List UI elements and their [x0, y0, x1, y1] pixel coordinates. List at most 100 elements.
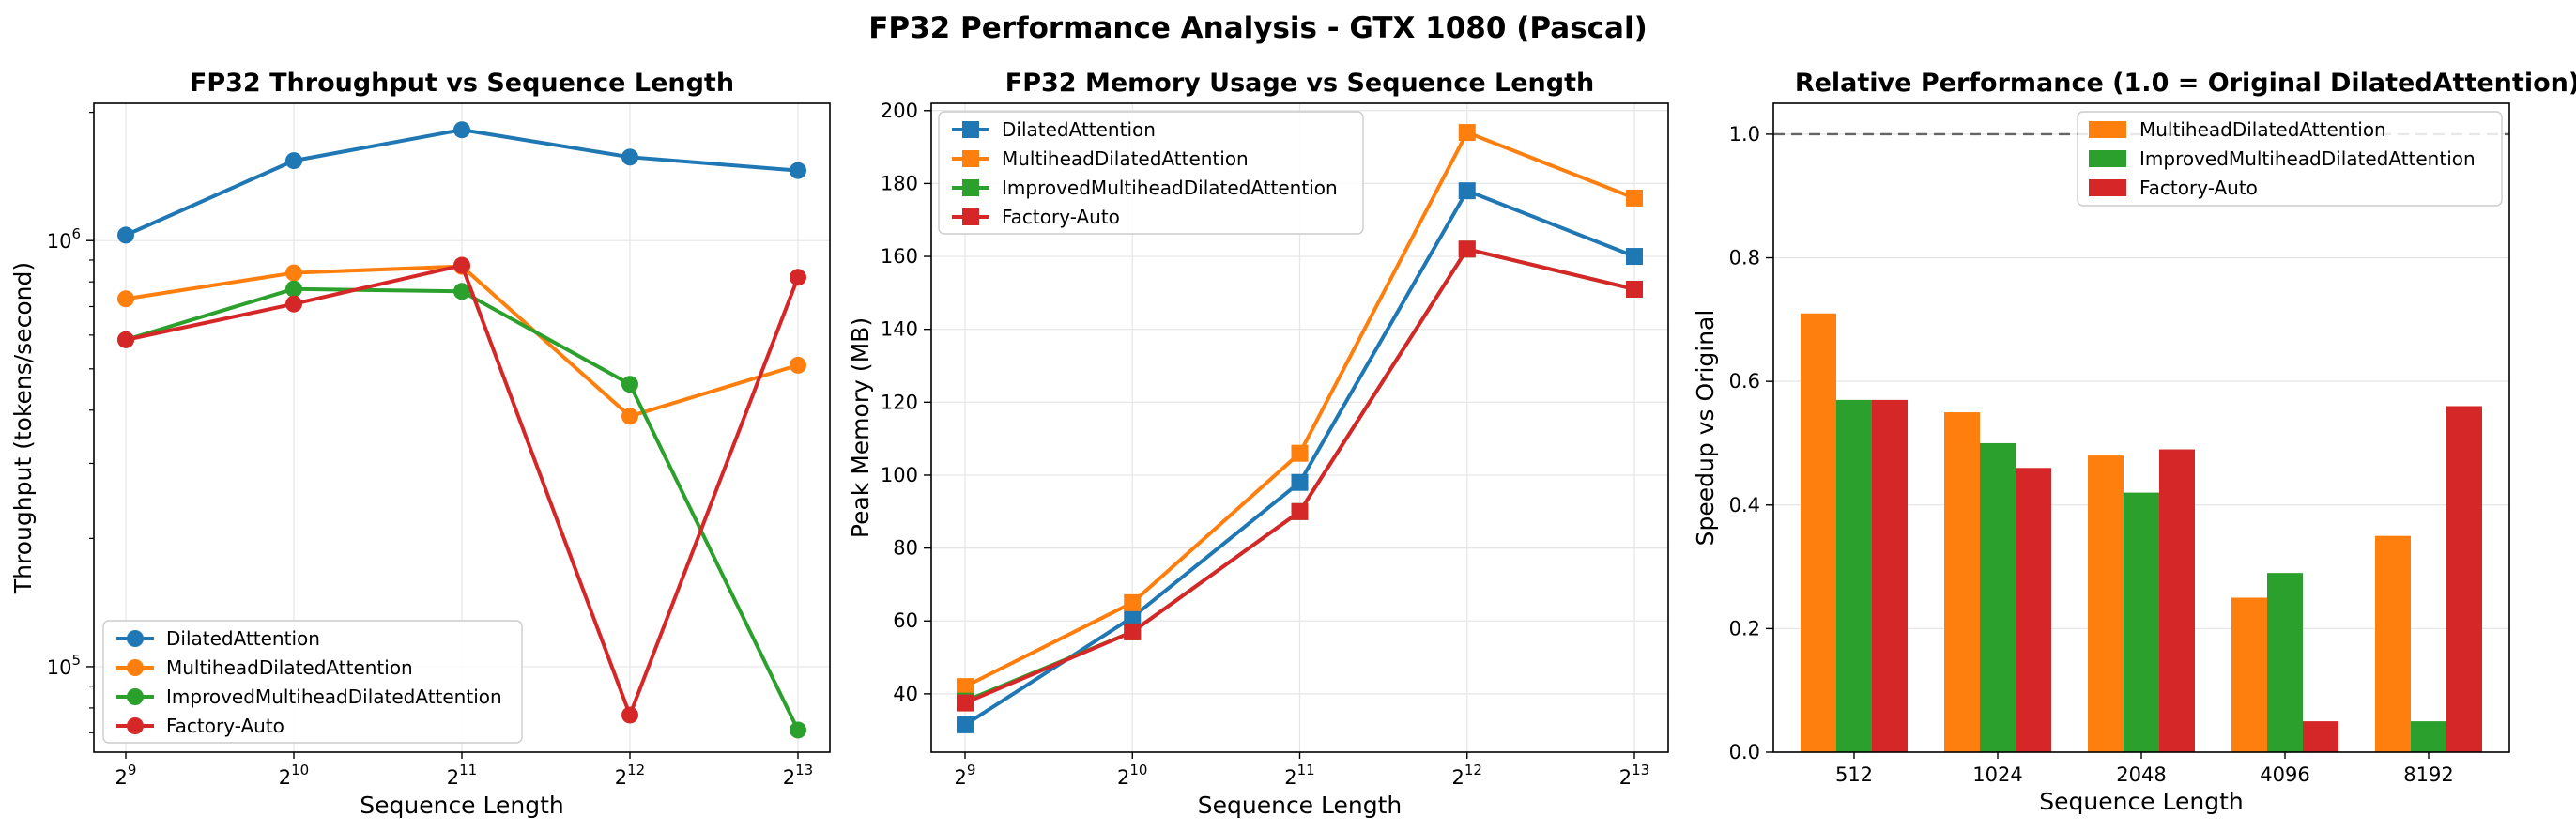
- data-point: [1626, 189, 1643, 207]
- bar: [2375, 535, 2411, 752]
- x-tick-label-exponent: 9: [128, 762, 137, 778]
- x-tick-label-exponent: 12: [627, 762, 645, 778]
- data-point: [117, 331, 134, 348]
- legend-swatch: [2089, 121, 2126, 138]
- x-tick-label: 4096: [2260, 763, 2309, 786]
- y-tick-label: 160: [881, 245, 918, 268]
- legend-marker: [127, 630, 144, 647]
- legend-label: DilatedAttention: [1002, 118, 1156, 141]
- legend-box: [2077, 111, 2503, 207]
- x-tick-label: 8192: [2403, 763, 2453, 786]
- y-tick-label-base: 10: [47, 230, 72, 253]
- y-tick-label: 106: [47, 225, 81, 253]
- data-point: [957, 716, 974, 733]
- figure-title: FP32 Performance Analysis - GTX 1080 (Pa…: [868, 11, 1648, 45]
- x-tick-label-base: 2: [1117, 766, 1129, 789]
- data-point: [1458, 182, 1476, 200]
- y-tick-label: 0.8: [1729, 247, 1760, 270]
- x-tick-label-exponent: 12: [1464, 762, 1482, 778]
- legend-label: DilatedAttention: [166, 627, 320, 650]
- legend-marker: [962, 121, 979, 138]
- data-point: [621, 706, 638, 724]
- data-point: [453, 121, 470, 139]
- y-tick-label: 100: [881, 464, 918, 486]
- y-tick-label-base: 10: [47, 656, 72, 679]
- x-tick-label-exponent: 11: [1297, 762, 1315, 778]
- y-axis-label: Speedup vs Original: [1692, 310, 1719, 547]
- data-point: [1626, 280, 1643, 298]
- data-point: [790, 721, 806, 739]
- legend-swatch: [2089, 179, 2126, 196]
- x-tick-label-exponent: 11: [459, 762, 477, 778]
- legend: DilatedAttention MultiheadDilatedAttentio…: [102, 620, 523, 744]
- bar: [2016, 468, 2051, 752]
- x-axis-label: Sequence Length: [2039, 788, 2244, 815]
- y-tick-label: 1.0: [1729, 123, 1760, 146]
- data-point: [285, 264, 302, 282]
- x-axis-label: Sequence Length: [360, 792, 564, 819]
- data-point: [790, 356, 806, 374]
- bar: [1980, 442, 2016, 752]
- y-tick-label: 200: [881, 100, 918, 122]
- bar: [1872, 399, 1908, 752]
- y-tick-label-exponent: 5: [71, 652, 81, 669]
- x-tick-label: 29: [955, 762, 976, 789]
- legend-label: ImprovedMultiheadDilatedAttention: [1002, 177, 1338, 199]
- legend-marker: [962, 150, 979, 167]
- x-tick-label-base: 2: [955, 766, 967, 789]
- legend-marker: [127, 659, 144, 676]
- data-point: [957, 694, 974, 712]
- data-point: [1291, 502, 1309, 520]
- x-tick-label: 213: [1619, 762, 1649, 789]
- bar: [2159, 449, 2195, 752]
- legend-label: MultiheadDilatedAttention: [166, 656, 413, 679]
- data-point: [957, 678, 974, 696]
- bar: [1836, 399, 1872, 752]
- bar: [2267, 573, 2303, 752]
- legend-label: MultiheadDilatedAttention: [1002, 147, 1249, 170]
- y-axis-label: Peak Memory (MB): [847, 317, 874, 538]
- data-point: [621, 148, 638, 166]
- data-point: [1124, 593, 1142, 611]
- y-axis-label: Throughput (tokens/second): [9, 262, 37, 594]
- x-tick-label-exponent: 10: [1129, 762, 1147, 778]
- legend: DilatedAttention MultiheadDilatedAttentio…: [938, 111, 1364, 235]
- y-tick-label: 0.6: [1729, 370, 1760, 393]
- chart-title: FP32 Throughput vs Sequence Length: [190, 69, 734, 98]
- legend-label: Factory-Auto: [2139, 177, 2258, 199]
- bar: [2303, 721, 2338, 752]
- legend-swatch: [2089, 150, 2126, 167]
- x-tick-label: 211: [447, 762, 477, 789]
- data-point: [1291, 473, 1309, 491]
- x-tick-label-exponent: 13: [795, 762, 813, 778]
- x-tick-label: 1024: [1972, 763, 2022, 786]
- x-tick-label-base: 2: [1619, 766, 1632, 789]
- data-point: [285, 295, 302, 313]
- y-tick-label: 120: [881, 391, 918, 413]
- legend-marker: [962, 208, 979, 225]
- data-point: [790, 162, 806, 179]
- legend-box: [938, 111, 1364, 235]
- x-tick-label-base: 2: [615, 766, 627, 789]
- legend-label: MultiheadDilatedAttention: [2139, 118, 2386, 141]
- data-point: [285, 152, 302, 170]
- y-tick-label: 105: [47, 652, 81, 679]
- x-tick-label-exponent: 9: [967, 762, 976, 778]
- bar: [2124, 492, 2159, 752]
- legend-box: [102, 620, 523, 744]
- y-tick-label: 0.0: [1729, 741, 1760, 763]
- legend-marker: [127, 717, 144, 734]
- y-tick-label-exponent: 6: [71, 225, 81, 242]
- x-tick-label-base: 2: [783, 766, 795, 789]
- x-tick-label-exponent: 13: [1632, 762, 1649, 778]
- data-point: [117, 290, 134, 308]
- data-point: [1458, 240, 1476, 258]
- data-point: [453, 256, 470, 274]
- legend-label: ImprovedMultiheadDilatedAttention: [2139, 147, 2476, 170]
- y-tick-label: 0.4: [1729, 494, 1760, 516]
- x-tick-label-base: 2: [115, 766, 128, 789]
- x-tick-label: 212: [615, 762, 645, 789]
- legend-marker: [127, 688, 144, 705]
- legend: MultiheadDilatedAttention ImprovedMultihe…: [2077, 111, 2503, 207]
